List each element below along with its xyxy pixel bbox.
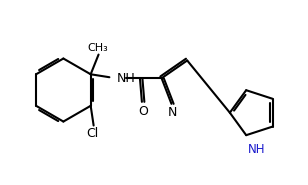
Text: Cl: Cl bbox=[87, 127, 99, 140]
Text: N: N bbox=[168, 106, 178, 119]
Text: NH: NH bbox=[116, 72, 135, 85]
Text: CH₃: CH₃ bbox=[87, 43, 108, 53]
Text: NH: NH bbox=[248, 143, 265, 156]
Text: O: O bbox=[138, 105, 148, 118]
